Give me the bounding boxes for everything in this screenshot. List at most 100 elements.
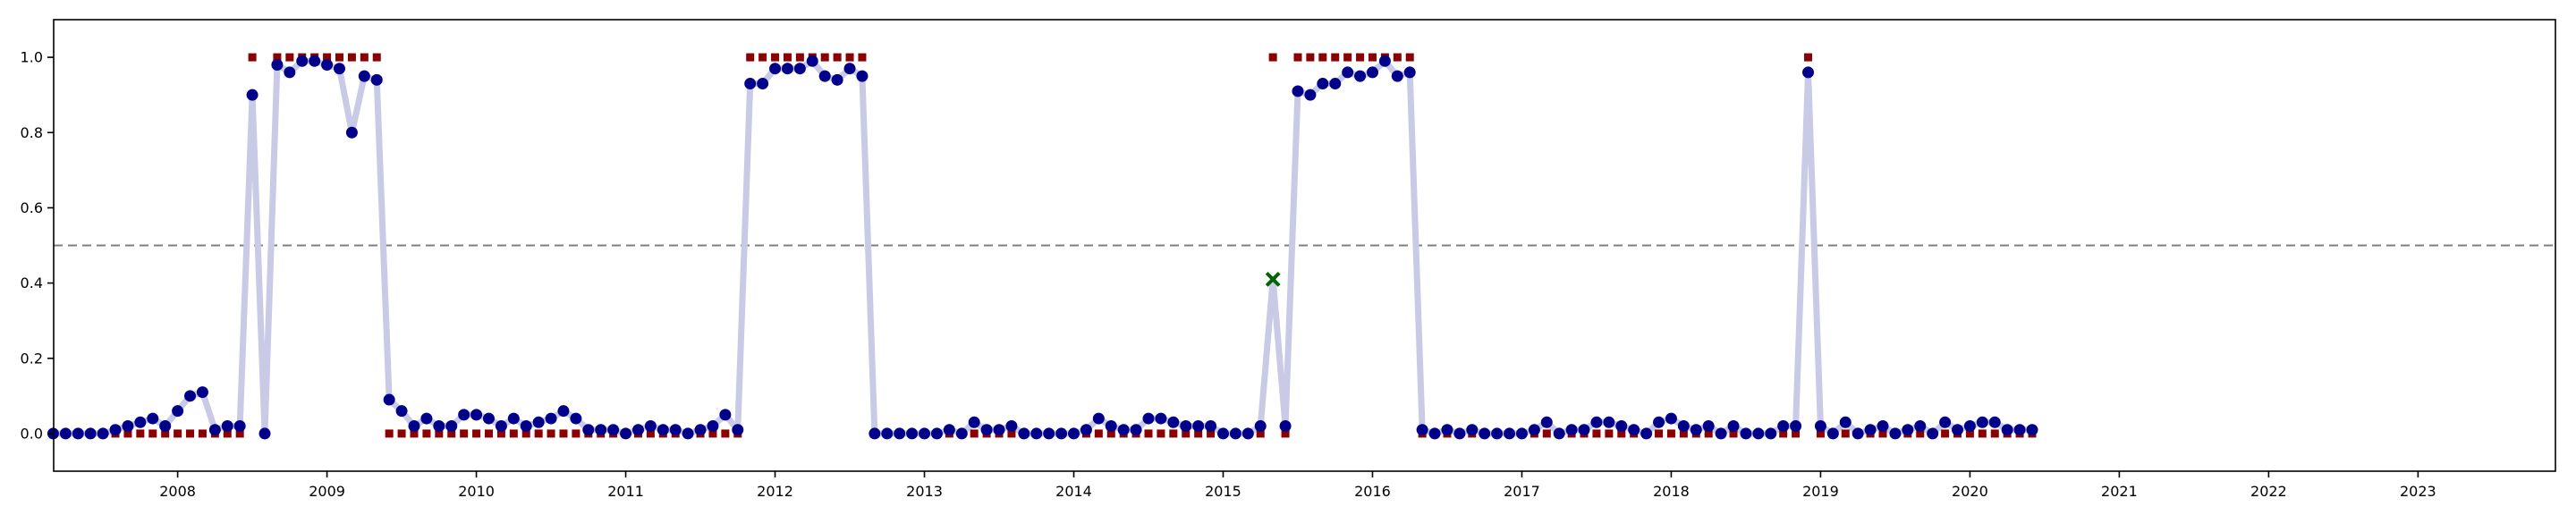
actual-marker bbox=[460, 429, 468, 437]
predicted-point bbox=[346, 127, 358, 139]
predicted-point bbox=[296, 55, 308, 67]
y-tick-label: 0.6 bbox=[21, 199, 43, 216]
predicted-point bbox=[483, 413, 495, 425]
x-tick-label: 2021 bbox=[2101, 483, 2138, 500]
predicted-point bbox=[1964, 420, 1976, 432]
predicted-point bbox=[533, 417, 545, 428]
predicted-point bbox=[334, 63, 345, 74]
predicted-point bbox=[1665, 413, 1677, 425]
actual-marker bbox=[174, 429, 182, 437]
predicted-point bbox=[321, 59, 333, 71]
predicted-point bbox=[371, 74, 383, 86]
predicted-point bbox=[931, 427, 943, 439]
predicted-point bbox=[1155, 413, 1166, 425]
actual-marker bbox=[1145, 429, 1153, 437]
predicted-point bbox=[147, 413, 158, 425]
predicted-point bbox=[110, 424, 122, 435]
predicted-point bbox=[670, 424, 682, 435]
predicted-point bbox=[408, 420, 419, 432]
predicted-point bbox=[1217, 427, 1229, 439]
predicted-point bbox=[1018, 427, 1030, 439]
predicted-point bbox=[1280, 420, 1292, 432]
predicted-point bbox=[1292, 85, 1303, 97]
predicted-point bbox=[956, 427, 968, 439]
predicted-point bbox=[60, 427, 72, 439]
x-tick-label: 2012 bbox=[757, 483, 793, 500]
y-tick-label: 0.4 bbox=[21, 274, 43, 291]
predicted-point bbox=[1466, 424, 1478, 435]
predicted-point bbox=[458, 409, 470, 420]
actual-marker bbox=[559, 429, 567, 437]
predicted-point bbox=[1392, 71, 1403, 82]
predicted-point bbox=[1566, 424, 1578, 435]
y-tick-label: 0.2 bbox=[21, 350, 43, 367]
predicted-point bbox=[1615, 420, 1627, 432]
predicted-point bbox=[85, 427, 97, 439]
actual-marker bbox=[386, 429, 394, 437]
predicted-point bbox=[1192, 420, 1204, 432]
predicted-point bbox=[1417, 424, 1428, 435]
predicted-point bbox=[944, 424, 955, 435]
actual-marker bbox=[858, 54, 866, 62]
x-tick-label: 2015 bbox=[1205, 483, 1241, 500]
predicted-point bbox=[184, 390, 196, 401]
predicted-point bbox=[1603, 417, 1614, 428]
predicted-point bbox=[1927, 427, 1938, 439]
actual-marker bbox=[535, 429, 543, 437]
predicted-point bbox=[557, 405, 569, 417]
predicted-point bbox=[1379, 55, 1391, 67]
predicted-point bbox=[1441, 424, 1453, 435]
predicted-point bbox=[894, 427, 905, 439]
predicted-point bbox=[1790, 420, 1801, 432]
predicted-point bbox=[1143, 413, 1155, 425]
predicted-point bbox=[1106, 420, 1117, 432]
x-tick-label: 2014 bbox=[1055, 483, 1092, 500]
predicted-point bbox=[420, 413, 432, 425]
actual-marker bbox=[1941, 429, 1949, 437]
predicted-point bbox=[645, 420, 657, 432]
predicted-point bbox=[607, 424, 619, 435]
predicted-point bbox=[1504, 427, 1515, 439]
x-tick-label: 2013 bbox=[906, 483, 943, 500]
actual-marker bbox=[1269, 54, 1277, 62]
predicted-point bbox=[1690, 424, 1702, 435]
predicted-point bbox=[1765, 427, 1776, 439]
predicted-point bbox=[1728, 420, 1740, 432]
predicted-point bbox=[856, 71, 868, 82]
actual-marker bbox=[1293, 54, 1301, 62]
predicted-point bbox=[1840, 417, 1852, 428]
predicted-point bbox=[844, 63, 856, 74]
actual-marker bbox=[834, 54, 842, 62]
predicted-point bbox=[1914, 420, 1926, 432]
predicted-point bbox=[1777, 420, 1789, 432]
predicted-point bbox=[981, 424, 993, 435]
predicted-point bbox=[1628, 424, 1640, 435]
actual-marker bbox=[572, 429, 580, 437]
predicted-point bbox=[309, 55, 320, 67]
predicted-point bbox=[1005, 420, 1017, 432]
predicted-point bbox=[496, 420, 507, 432]
actual-marker bbox=[422, 429, 430, 437]
x-tick-label: 2009 bbox=[309, 483, 345, 500]
actual-marker bbox=[846, 54, 854, 62]
predicted-point bbox=[1827, 427, 1839, 439]
predicted-point bbox=[1877, 420, 1889, 432]
predicted-point bbox=[1579, 424, 1590, 435]
predicted-point bbox=[2026, 424, 2038, 435]
actual-marker bbox=[1318, 54, 1326, 62]
actual-marker bbox=[547, 429, 555, 437]
actual-marker bbox=[1655, 429, 1663, 437]
actual-marker bbox=[784, 54, 792, 62]
predicted-point bbox=[632, 424, 644, 435]
predicted-point bbox=[1554, 427, 1565, 439]
predicted-point bbox=[1429, 427, 1441, 439]
predicted-point bbox=[657, 424, 669, 435]
actual-marker bbox=[758, 54, 767, 62]
actual-marker bbox=[148, 429, 157, 437]
actual-marker bbox=[721, 429, 729, 437]
x-tick-label: 2020 bbox=[1952, 483, 1988, 500]
predicted-point bbox=[247, 89, 258, 101]
predicted-point bbox=[222, 420, 233, 432]
predicted-point bbox=[1131, 424, 1142, 435]
